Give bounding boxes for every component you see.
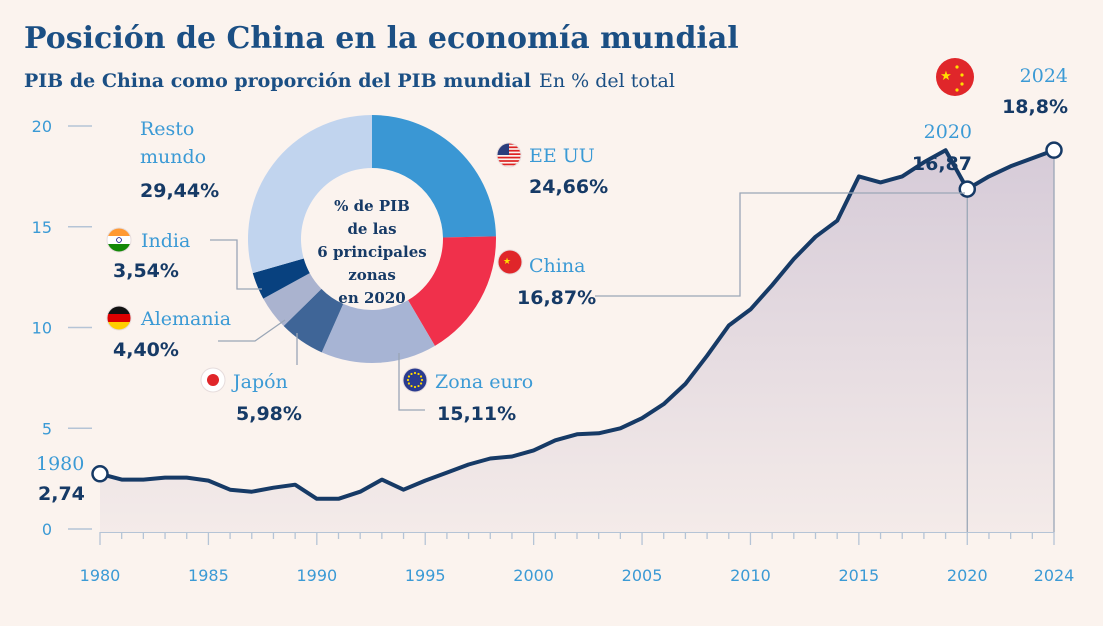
leader-line xyxy=(398,353,425,411)
slice-label: Japón xyxy=(231,371,288,393)
slice-label: China xyxy=(529,255,585,277)
annotation-year-2024: 2024 xyxy=(1020,65,1068,87)
flag-small-star xyxy=(960,82,964,86)
annotation-value-2020: 16,87 xyxy=(912,153,972,175)
annotation-year-2020: 2020 xyxy=(924,121,972,143)
slice-label: Resto xyxy=(140,118,194,140)
y-tick-label: 10 xyxy=(32,319,52,338)
y-tick-label: 0 xyxy=(42,520,52,539)
x-tick-label: 2010 xyxy=(730,566,771,585)
slice-value-label: 29,44% xyxy=(140,180,219,202)
slice-label: EE UU xyxy=(529,145,595,167)
flag-star: ★ xyxy=(940,69,952,84)
flag-small-star xyxy=(960,73,964,77)
leader-line xyxy=(218,319,286,342)
slice-value-label: 5,98% xyxy=(236,403,302,425)
y-tick-label: 15 xyxy=(32,218,52,237)
chart-subtitle: PIB de China como proporción del PIB mun… xyxy=(24,70,675,92)
slice-value-label: 16,87% xyxy=(517,287,596,309)
japan-flag-icon xyxy=(200,367,226,393)
y-tick-label: 5 xyxy=(42,419,52,438)
chart-title: Posición de China en la economía mundial xyxy=(24,21,739,56)
china-flag-icon: ★ xyxy=(936,58,974,96)
x-tick-label: 1995 xyxy=(405,566,446,585)
flag-small-star xyxy=(955,88,959,92)
leader-line xyxy=(210,239,262,290)
marker-1980 xyxy=(91,465,109,483)
flag-disc xyxy=(936,58,974,96)
donut-slice-5 xyxy=(252,258,310,299)
slice-value-label: 15,11% xyxy=(437,403,516,425)
flag-small-star xyxy=(955,65,959,69)
subtitle-regular: En % del total xyxy=(539,70,675,92)
slice-label: Alemania xyxy=(140,308,231,330)
x-tick-label: 1990 xyxy=(296,566,337,585)
slice-value-label: 24,66% xyxy=(529,176,608,198)
annotation-year-1980: 1980 xyxy=(36,453,84,475)
annotation-value-1980: 2,74 xyxy=(38,483,85,505)
subtitle-bold: PIB de China como proporción del PIB mun… xyxy=(24,70,531,92)
x-tick-label: 2000 xyxy=(513,566,554,585)
slice-label: Zona euro xyxy=(435,371,533,393)
y-tick-label: 20 xyxy=(32,117,52,136)
annotations: 1980 2,74 2020 16,87 2024 18,8% xyxy=(36,65,1068,505)
germany-flag-icon xyxy=(106,305,132,331)
marker-2024 xyxy=(1045,141,1063,159)
x-tick-label: 2024 xyxy=(1034,566,1075,585)
slice-value-label: 3,54% xyxy=(113,260,179,282)
svg-text:★: ★ xyxy=(503,257,511,267)
annotation-value-2024: 18,8% xyxy=(1002,96,1068,118)
donut-slice-1 xyxy=(408,236,496,346)
donut-center-label: de las xyxy=(347,220,396,238)
donut-chart: % de PIB de las 6 principales zonas en 2020 E… xyxy=(106,115,965,425)
donut-slice-4 xyxy=(263,273,322,327)
area-fill xyxy=(100,150,1054,532)
donut-center-label: en 2020 xyxy=(338,289,405,307)
x-tick-label: 1985 xyxy=(188,566,229,585)
donut-slice-6 xyxy=(247,115,372,274)
donut-center-label: zonas xyxy=(348,266,396,284)
x-tick-label: 2020 xyxy=(947,566,988,585)
series-line-china xyxy=(98,148,1056,501)
india-flag-icon xyxy=(106,227,132,253)
eu-flag-icon xyxy=(402,367,428,393)
leader-line xyxy=(595,192,965,297)
us-flag-icon xyxy=(496,142,522,168)
donut-center-label: % de PIB xyxy=(334,197,410,215)
slice-label: mundo xyxy=(140,146,206,168)
slice-label: India xyxy=(141,230,190,252)
china-flag-icon: ★ xyxy=(497,249,523,275)
marker-2020 xyxy=(958,180,977,198)
x-tick-label: 1980 xyxy=(80,566,121,585)
x-tick-label: 2005 xyxy=(622,566,663,585)
slice-value-label: 4,40% xyxy=(113,339,179,361)
donut-slice-3 xyxy=(283,288,344,353)
donut-slice-0 xyxy=(372,115,496,238)
donut-center-label: 6 principales xyxy=(317,243,426,261)
donut-slice-2 xyxy=(321,300,435,363)
x-tick-label: 2015 xyxy=(839,566,880,585)
reference-lines xyxy=(966,150,1055,532)
